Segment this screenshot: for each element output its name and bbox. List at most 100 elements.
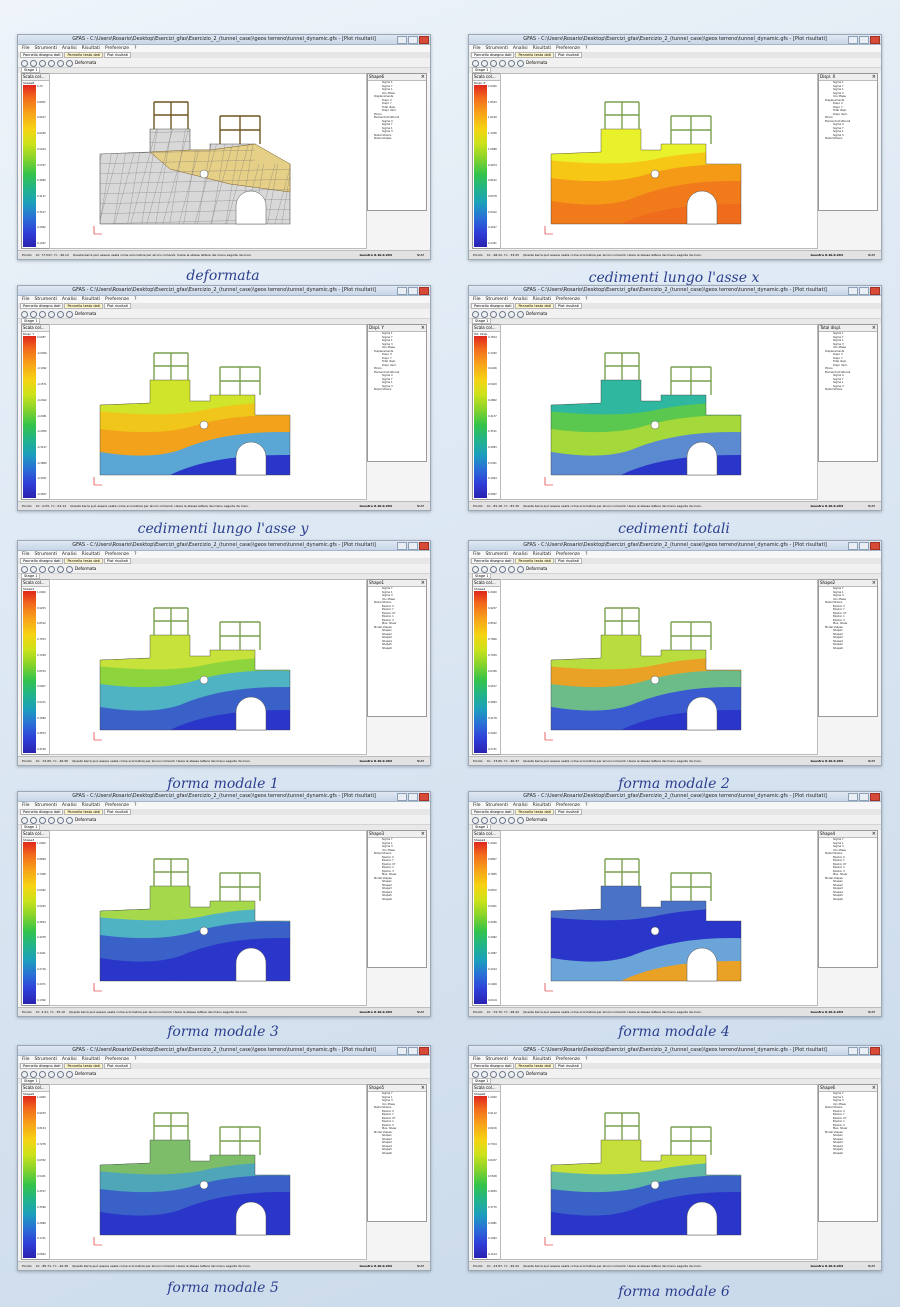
print-icon[interactable]: [517, 59, 524, 67]
tree-item[interactable]: Plinns: [374, 112, 382, 116]
menu-item-0[interactable]: File: [473, 297, 481, 302]
tree-item[interactable]: Shape2: [833, 1137, 843, 1141]
tab-2[interactable]: Plot risultati: [555, 303, 583, 309]
tree-item[interactable]: Epsilon XY: [833, 1116, 847, 1120]
tree-item[interactable]: Sigma 3: [833, 845, 844, 848]
tree-item[interactable]: Shape3: [382, 887, 392, 890]
minimize-button[interactable]: [397, 1047, 407, 1055]
zoom-out-icon[interactable]: [481, 310, 488, 318]
tree-item[interactable]: Displ. Y: [382, 356, 392, 360]
tree-item[interactable]: Epsilon X: [382, 604, 394, 608]
tree-item[interactable]: Sigma Y: [833, 838, 844, 841]
menu-item-2[interactable]: Analisi: [61, 552, 77, 557]
zoom-in-icon[interactable]: [472, 565, 479, 573]
tree-item[interactable]: Shape4: [833, 1144, 843, 1148]
stage-tab[interactable]: Stage 1: [21, 824, 41, 830]
tree-item[interactable]: Displ. X: [833, 102, 843, 105]
tree-item[interactable]: Shape2: [833, 632, 843, 636]
zoom-out-icon[interactable]: [481, 1070, 488, 1078]
tree-item[interactable]: Shape5: [382, 643, 392, 646]
tree-item[interactable]: Shape3: [833, 887, 843, 890]
stage-tab[interactable]: Stage 1: [472, 1078, 492, 1084]
tree-item[interactable]: Displ. Y: [833, 356, 843, 360]
zoom-extent-icon[interactable]: [48, 1070, 55, 1078]
menu-item-4[interactable]: Preferenze: [556, 46, 581, 51]
tree-item[interactable]: Epsilon 3: [833, 869, 845, 873]
tree-item[interactable]: Modal shapes: [374, 625, 392, 629]
tree-item[interactable]: Shape6: [833, 1151, 843, 1155]
print-icon[interactable]: [517, 816, 524, 824]
print-icon[interactable]: [66, 1070, 73, 1078]
menu-item-0[interactable]: File: [22, 46, 30, 51]
tree-item[interactable]: Modal shapes: [825, 1130, 843, 1134]
close-button[interactable]: [419, 793, 429, 801]
tree-item[interactable]: Modal shapes: [825, 625, 843, 629]
menu-item-5[interactable]: ?: [134, 1057, 137, 1062]
stage-tab[interactable]: Stage 1: [472, 573, 492, 579]
tree-item[interactable]: Shape1: [833, 880, 843, 883]
tree-item[interactable]: Nodal Strains: [374, 1106, 392, 1109]
deformata-dropdown[interactable]: Deformata: [526, 817, 548, 822]
stage-tab[interactable]: Stage 1: [21, 1078, 41, 1084]
tree-item[interactable]: Sigma 3: [382, 594, 393, 597]
zoom-out-icon[interactable]: [481, 565, 488, 573]
tab-0[interactable]: Pannello disegno dati: [20, 1063, 64, 1069]
tree-item[interactable]: Sigma 1: [833, 590, 844, 594]
tree-item[interactable]: Shape2: [382, 632, 392, 636]
pan-icon[interactable]: [57, 565, 64, 573]
tree-item[interactable]: Sigma Y: [833, 1092, 844, 1095]
tab-1[interactable]: Pannello testo dati: [515, 1063, 555, 1069]
pan-icon[interactable]: [57, 59, 64, 67]
tree-item[interactable]: Elementi strutturali: [825, 119, 851, 123]
plot-canvas[interactable]: [500, 830, 818, 1006]
tree-item[interactable]: Sigma X: [833, 374, 844, 377]
menu-item-3[interactable]: Risultati: [532, 46, 552, 51]
tree-item[interactable]: Epsilon XY: [382, 611, 396, 615]
menu-item-3[interactable]: Risultati: [532, 803, 552, 808]
tab-2[interactable]: Plot risultati: [104, 809, 132, 815]
close-button[interactable]: [870, 542, 880, 550]
deformata-dropdown[interactable]: Deformata: [526, 60, 548, 65]
tree-item[interactable]: Displ. Vect.: [382, 363, 397, 367]
tree-item[interactable]: Epsilon X: [833, 1109, 845, 1113]
menu-item-4[interactable]: Preferenze: [105, 1057, 130, 1062]
tree-item[interactable]: Sigma 1: [833, 81, 844, 84]
maximize-button[interactable]: [859, 36, 869, 44]
close-button[interactable]: [419, 1047, 429, 1055]
print-icon[interactable]: [66, 310, 73, 318]
tab-0[interactable]: Pannello disegno dati: [20, 303, 64, 309]
tree-item[interactable]: Plinns: [825, 116, 833, 119]
menu-item-0[interactable]: File: [473, 803, 481, 808]
tree-item[interactable]: Displacements: [374, 95, 394, 98]
tree-item[interactable]: Modal shapes: [374, 876, 392, 880]
tree-item[interactable]: Epsilon Y: [833, 608, 845, 611]
tree-item[interactable]: Sigma X: [833, 123, 844, 126]
menu-item-0[interactable]: File: [22, 1057, 30, 1062]
pan-icon[interactable]: [508, 1070, 515, 1078]
tree-item[interactable]: Nodal Strains: [374, 133, 392, 137]
tree-item[interactable]: Shape1: [382, 880, 392, 883]
tree-item[interactable]: Epsilon XY: [382, 862, 396, 866]
zoom-in-icon[interactable]: [472, 310, 479, 318]
tree-item[interactable]: Sigma X: [382, 374, 393, 377]
pan-icon[interactable]: [508, 816, 515, 824]
tree-item[interactable]: Modal shapes: [374, 1130, 392, 1134]
menu-item-3[interactable]: Risultati: [532, 297, 552, 302]
tree-item[interactable]: Von Mises: [833, 597, 846, 601]
tree-item[interactable]: Displ. X: [382, 98, 392, 102]
stage-tab[interactable]: Stage 1: [21, 318, 41, 324]
tree-item[interactable]: Sigma 3: [382, 384, 393, 388]
tree-item[interactable]: Sigma 3: [833, 1099, 844, 1102]
stage-tab[interactable]: Stage 1: [21, 573, 41, 579]
tree-item[interactable]: Elementi strutturali: [374, 116, 400, 119]
tree-item[interactable]: Displ. Vect.: [382, 109, 397, 112]
menu-item-1[interactable]: Strumenti: [34, 1057, 57, 1062]
maximize-button[interactable]: [408, 287, 418, 295]
zoom-extent-icon[interactable]: [48, 816, 55, 824]
zoom-window-icon[interactable]: [39, 1070, 46, 1078]
tree-item[interactable]: Epsilon X: [382, 855, 394, 859]
deformata-dropdown[interactable]: Deformata: [75, 311, 97, 316]
tab-0[interactable]: Pannello disegno dati: [20, 52, 64, 58]
tree-item[interactable]: Sigma 3: [382, 1099, 393, 1102]
minimize-button[interactable]: [848, 793, 858, 801]
